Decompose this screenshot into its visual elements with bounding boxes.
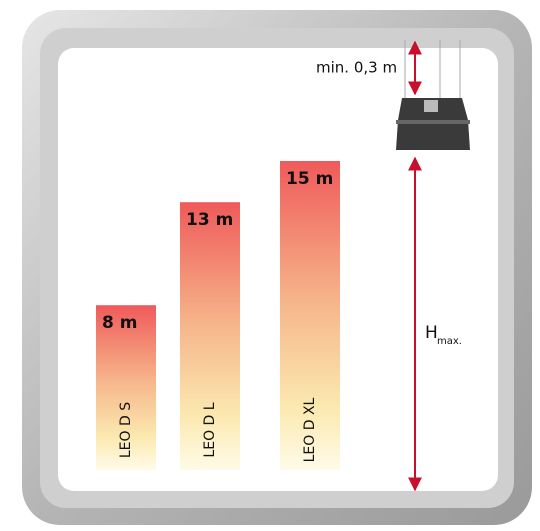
bar [280,161,340,470]
value-label: 13 m [186,210,233,230]
min-distance-label: min. 0,3 m [316,59,397,77]
heater-band [396,120,470,124]
category-label: LEO D XL [302,397,318,462]
category-label: LEO D L [202,402,218,457]
room [58,48,498,491]
height-subscript: max. [437,336,462,347]
value-label: 15 m [286,169,333,189]
category-label: LEO D S [118,402,134,458]
height-label: H [425,323,438,343]
bar [96,305,156,470]
value-label: 8 m [102,313,137,333]
heater-fan [424,100,438,112]
bar [180,202,240,470]
